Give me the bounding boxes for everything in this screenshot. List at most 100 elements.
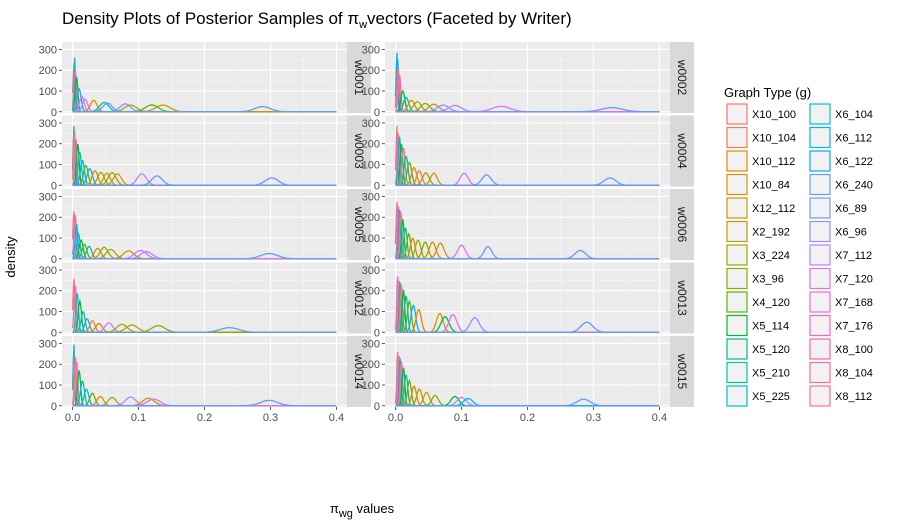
legend-item: X6_104 — [809, 103, 873, 125]
y-tick-label: 100 — [362, 159, 380, 171]
legend-key — [726, 220, 748, 243]
legend-key — [809, 173, 831, 196]
legend-label: X6_240 — [835, 180, 873, 192]
x-tick-label: 0.4 — [652, 412, 667, 424]
facet-panel-w0002: w0002 0 100 200 300 — [362, 42, 694, 119]
legend-key — [726, 126, 748, 149]
legend-label: X10_84 — [752, 180, 790, 192]
y-axis-label: density — [3, 236, 18, 278]
y-tick-label: 300 — [362, 265, 380, 277]
legend-key — [726, 197, 748, 219]
y-tick-label: 300 — [39, 44, 57, 56]
legend: Graph Type (g) X10_100 X10_104 X10_112 X10_… — [724, 85, 873, 407]
facet-strip-label: w0013 — [675, 279, 689, 316]
legend-item: X7_120 — [809, 267, 873, 290]
density-curve — [72, 399, 337, 407]
facet-strip-label: w0001 — [352, 59, 366, 96]
legend-key — [809, 126, 831, 149]
y-tick-label: 200 — [362, 212, 380, 224]
legend-label: X6_122 — [835, 156, 873, 168]
y-tick-label: 100 — [362, 233, 380, 245]
density-curves — [394, 201, 660, 260]
legend-label: X8_112 — [835, 391, 872, 403]
y-tick-label: 200 — [39, 139, 57, 151]
legend-label: X5_114 — [752, 321, 789, 333]
legend-item: X10_100 — [726, 103, 796, 125]
density-curves — [71, 57, 337, 113]
y-tick-label: 0 — [51, 107, 57, 119]
legend-item: X10_104 — [726, 126, 796, 149]
legend-key — [726, 103, 748, 125]
density-curves — [71, 278, 337, 333]
y-tick-label: 300 — [39, 118, 57, 130]
density-curve — [72, 105, 337, 113]
legend-key — [726, 291, 748, 313]
density-curves — [394, 52, 660, 113]
legend-item: X5_225 — [726, 385, 790, 407]
legend-label: X10_112 — [752, 156, 795, 168]
legend-item: X7_168 — [809, 291, 873, 313]
legend-item: X12_112 — [726, 197, 795, 219]
facet-strip — [347, 115, 371, 187]
facet-strip — [347, 336, 371, 407]
legend-key — [726, 361, 748, 384]
legend-key — [809, 291, 831, 313]
density-curves — [394, 276, 660, 333]
xlabel-suffix: values — [353, 501, 395, 516]
y-tick-label: 0 — [51, 254, 57, 266]
facet-panel-w0003: w0003 0 100 200 300 — [39, 115, 371, 192]
legend-item: X6_96 — [809, 220, 867, 243]
legend-key — [726, 314, 748, 337]
legend-item: X6_122 — [809, 150, 873, 172]
x-tick-label: 0.1 — [131, 412, 146, 424]
legend-item: X8_100 — [809, 338, 873, 360]
y-tick-label: 200 — [362, 286, 380, 298]
facet-strip — [670, 262, 694, 334]
legend-label: X2_192 — [752, 227, 790, 239]
y-tick-label: 0 — [51, 180, 57, 192]
legend-label: X7_168 — [835, 297, 873, 309]
legend-key — [809, 150, 831, 172]
legend-key — [809, 314, 831, 337]
density-curve — [395, 249, 660, 260]
legend-label: X7_120 — [835, 274, 873, 286]
y-tick-label: 100 — [362, 86, 380, 98]
y-tick-label: 0 — [374, 327, 380, 339]
legend-item: X10_112 — [726, 150, 795, 172]
density-curve — [395, 321, 660, 333]
legend-key — [726, 173, 748, 196]
facet-panel-w0013: w0013 0 100 200 300 — [362, 262, 694, 339]
y-tick-label: 200 — [39, 212, 57, 224]
facet-strip-label: w0005 — [352, 206, 366, 243]
legend-item: X7_176 — [809, 314, 873, 337]
x-tick-label: 0.0 — [388, 412, 403, 424]
y-tick-label: 100 — [39, 233, 57, 245]
legend-item: X4_120 — [726, 291, 790, 313]
y-tick-label: 0 — [374, 107, 380, 119]
legend-label: X6_89 — [835, 203, 867, 215]
title-prefix: Density Plots of Posterior Samples of — [62, 9, 347, 28]
facet-strip — [347, 42, 371, 113]
legend-label: X12_112 — [752, 203, 795, 215]
density-curve — [395, 106, 660, 113]
legend-item: X6_89 — [809, 197, 867, 219]
facet-strip — [670, 42, 694, 113]
legend-label: X5_210 — [752, 368, 790, 380]
x-tick-label: 0.2 — [520, 412, 535, 424]
facet-strip-label: w0012 — [352, 279, 366, 316]
facet-strip — [670, 115, 694, 187]
legend-label: X10_104 — [752, 133, 796, 145]
facet-panel-w0005: w0005 0 100 200 300 — [39, 189, 371, 266]
density-curve — [72, 327, 337, 333]
legend-item: X8_104 — [809, 361, 873, 384]
y-tick-label: 200 — [39, 359, 57, 371]
y-tick-label: 200 — [362, 65, 380, 77]
y-tick-label: 0 — [374, 180, 380, 192]
facet-strip — [670, 336, 694, 407]
facet-panel-w0014: w0014 0 100 200 300 0.0 0.1 0.2 0.3 0.4 — [39, 336, 371, 424]
facet-strip — [670, 189, 694, 260]
y-tick-label: 100 — [362, 380, 380, 392]
chart-title: Density Plots of Posterior Samples of πw… — [62, 9, 572, 31]
facet-strip-label: w0014 — [352, 353, 366, 390]
